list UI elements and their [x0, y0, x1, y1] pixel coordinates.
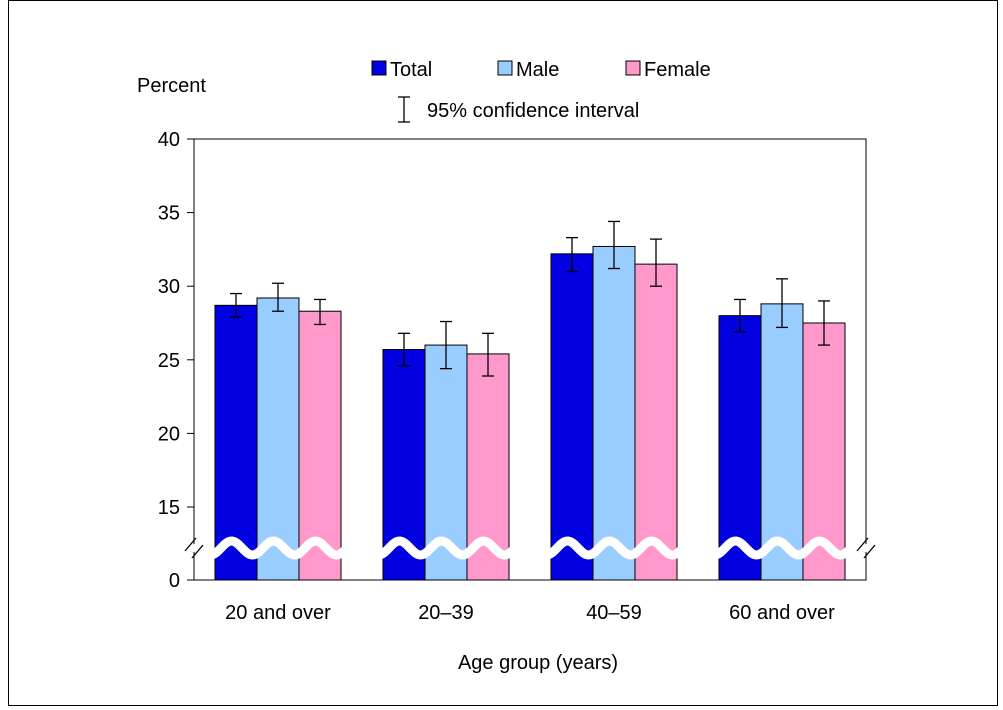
y-tick-label: 25 — [158, 350, 180, 372]
x-tick-label: 20 and over — [225, 602, 331, 624]
bar-total — [718, 315, 762, 581]
chart-frame — [8, 0, 998, 706]
bar-female — [298, 310, 342, 581]
x-tick-label: 40–59 — [586, 602, 642, 624]
bar-female — [634, 263, 678, 581]
bar-male — [592, 245, 636, 581]
bar-male — [256, 297, 300, 581]
axis-break-gap — [860, 544, 872, 552]
y-tick-label: 0 — [169, 570, 180, 592]
axis-break-mark — [856, 537, 869, 552]
legend-label-male: Male — [516, 59, 559, 81]
y-tick-label: 20 — [158, 423, 180, 445]
y-tick-label: 15 — [158, 497, 180, 519]
axis-break-mark — [184, 537, 197, 552]
legend-label-female: Female — [644, 59, 711, 81]
legend-swatch-male — [497, 60, 513, 76]
ci-legend-label: 95% confidence interval — [427, 100, 639, 122]
bar-total — [550, 253, 594, 581]
plot-area: 0 15 20 25 30 35 40 20 and over 20–39 40–59 60 and… — [158, 129, 876, 624]
x-tick-label: 20–39 — [418, 602, 474, 624]
legend-label-total: Total — [390, 59, 432, 81]
x-axis-label: Age group (years) — [458, 652, 618, 674]
y-axis-label: Percent — [137, 75, 206, 97]
legend-swatch-female — [625, 60, 641, 76]
axis-break-mark — [863, 544, 876, 559]
y-tick-label: 30 — [158, 276, 180, 298]
axis-break-band — [196, 536, 862, 560]
axis-break-gap — [188, 544, 200, 552]
x-tick-label: 60 and over — [729, 602, 835, 624]
y-tick-label: 40 — [158, 129, 180, 151]
bar-total — [214, 304, 258, 581]
axis-break-mark — [191, 544, 204, 559]
y-tick-label: 35 — [158, 203, 180, 225]
legend-swatch-total — [371, 60, 387, 76]
